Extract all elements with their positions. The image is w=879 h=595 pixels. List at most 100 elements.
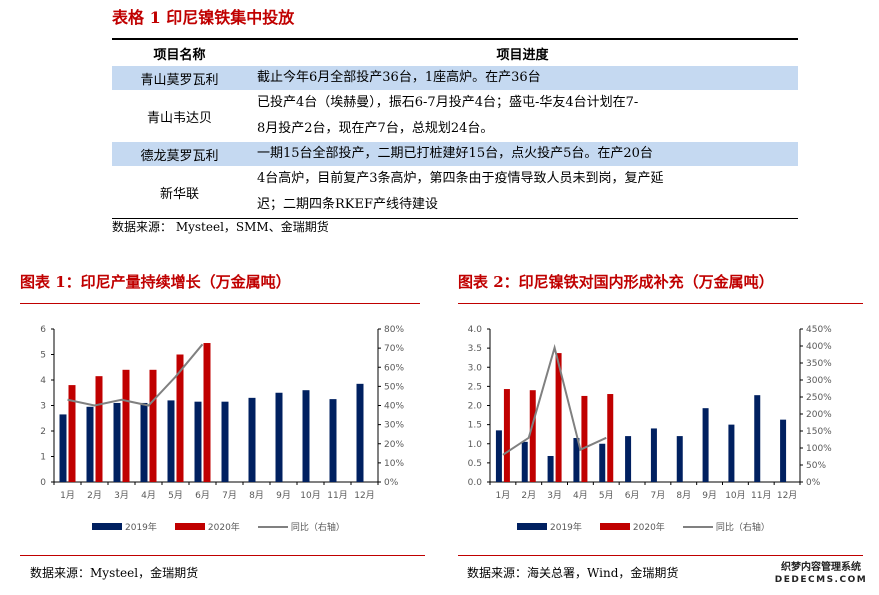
y-tick-label: 4.0 xyxy=(468,325,483,335)
bar xyxy=(122,369,130,482)
figure2-bottom-rule xyxy=(458,555,863,556)
bar xyxy=(599,443,606,482)
project-progress: 一期15台全部投产，二期已打桩建好15台，点火投产5台。在产20台 xyxy=(257,146,653,161)
legend-label: 2019年 xyxy=(550,523,582,533)
legend-label: 同比（右轴） xyxy=(290,523,345,533)
legend-line-gray xyxy=(682,525,713,528)
bar xyxy=(581,395,588,482)
y-tick-label: 1 xyxy=(40,453,46,463)
x-tick-label: 12月 xyxy=(354,490,374,501)
x-tick-label: 2月 xyxy=(521,490,536,501)
project-progress-line: 4台高炉，目前复产3条高炉，第四条由于疫情导致人员未到岗，复产延 xyxy=(257,171,664,186)
y-tick-label: 0.0 xyxy=(468,478,483,488)
y-tick-label: 1.0 xyxy=(468,440,483,450)
legend-item-2020: 2020年 xyxy=(599,520,665,533)
x-tick-label: 3月 xyxy=(547,490,562,501)
bar xyxy=(221,401,229,482)
watermark-logo: 织梦内容管理系统 DEDECMS.COM xyxy=(768,562,874,586)
bar xyxy=(529,390,536,482)
x-tick-label: 8月 xyxy=(249,490,264,501)
table-row: 青山韦达贝 已投产4台（埃赫曼），振石6-7月投产4台；盛屯-华友4台计划在7-… xyxy=(112,90,798,142)
bar xyxy=(329,399,337,482)
x-tick-label: 11月 xyxy=(751,490,771,501)
bar xyxy=(248,397,256,482)
bar xyxy=(113,402,121,482)
x-tick-label: 4月 xyxy=(141,490,156,501)
figure2-source-note: 数据来源：海关总署，Wind，金瑞期货 xyxy=(467,566,679,580)
x-tick-label: 10月 xyxy=(725,490,745,501)
bar xyxy=(503,389,510,482)
x-tick-label: 12月 xyxy=(777,490,797,501)
x-tick-label: 3月 xyxy=(114,490,129,501)
x-tick-label: 4月 xyxy=(573,490,588,501)
figure1-title-rule xyxy=(20,303,420,304)
project-name: 德龙莫罗瓦利 xyxy=(140,148,219,164)
bar xyxy=(625,436,632,482)
watermark-line2: DEDECMS.COM xyxy=(774,575,868,585)
y-tick-label: 5 xyxy=(40,351,46,361)
y2-tick-label: 30% xyxy=(384,421,404,431)
nickel-iron-projects-table: 项目名称 项目进度 青山莫罗瓦利 截止今年6月全部投产36台，1座高炉。在产36… xyxy=(112,38,798,219)
bar xyxy=(702,408,709,482)
watermark-line1: 织梦内容管理系统 xyxy=(781,562,861,573)
x-tick-label: 6月 xyxy=(195,490,210,501)
y2-tick-label: 0% xyxy=(806,478,821,488)
y-tick-label: 0.5 xyxy=(468,459,482,469)
bar xyxy=(555,353,562,482)
legend-swatch-navy xyxy=(92,523,122,530)
figure2-title: 图表 2：印尼镍铁对国内形成补充（万金属吨） xyxy=(458,273,774,291)
legend-line-gray xyxy=(257,525,288,528)
legend-label: 2020年 xyxy=(207,523,240,533)
table-header-row: 项目名称 项目进度 xyxy=(112,40,798,66)
bar xyxy=(547,455,554,482)
bar xyxy=(521,441,528,482)
legend-label: 2020年 xyxy=(632,523,665,533)
y-tick-label: 2 xyxy=(40,427,46,437)
x-tick-label: 9月 xyxy=(276,490,291,501)
bar xyxy=(59,414,67,482)
project-progress-line: 8月投产2台，现在产7台，总规划24台。 xyxy=(257,121,494,136)
y-tick-label: 6 xyxy=(40,325,46,335)
table-row: 德龙莫罗瓦利 一期15台全部投产，二期已打桩建好15台，点火投产5台。在产20台 xyxy=(112,142,798,166)
project-progress: 截止今年6月全部投产36台，1座高炉。在产36台 xyxy=(257,70,541,85)
legend-item-2019: 2019年 xyxy=(92,520,157,533)
project-progress-line: 迟；二期四条RKEF产线待建设 xyxy=(257,197,439,212)
y2-tick-label: 450% xyxy=(806,325,832,335)
y2-tick-label: 50% xyxy=(806,461,826,471)
bar xyxy=(194,401,202,482)
figure1-source-note: 数据来源：Mysteel，金瑞期货 xyxy=(30,566,199,580)
y-tick-label: 2.0 xyxy=(468,402,483,412)
y2-tick-label: 150% xyxy=(806,427,832,437)
legend-swatch-navy xyxy=(517,523,547,530)
table-bottom-rule xyxy=(112,218,798,219)
project-progress-line: 已投产4台（埃赫曼），振石6-7月投产4台；盛屯-华友4台计划在7- xyxy=(257,95,639,110)
x-tick-label: 6月 xyxy=(625,490,640,501)
x-tick-label: 11月 xyxy=(327,490,347,501)
figure1-title: 图表 1：印尼产量持续增长（万金属吨） xyxy=(20,273,291,291)
x-tick-label: 8月 xyxy=(676,490,691,501)
legend-label: 2019年 xyxy=(125,523,157,533)
bar xyxy=(167,400,175,482)
x-tick-label: 7月 xyxy=(651,490,666,501)
y2-tick-label: 80% xyxy=(384,325,404,335)
legend-label: 同比（右轴） xyxy=(715,523,770,533)
figure1-bottom-rule xyxy=(20,555,425,556)
y2-tick-label: 250% xyxy=(806,393,832,403)
yoy-line xyxy=(67,343,204,407)
table-source-note: 数据来源： Mysteel，SMM、金瑞期货 xyxy=(112,220,329,234)
project-name: 新华联 xyxy=(159,186,199,202)
legend-swatch-red xyxy=(174,523,205,530)
legend-item-yoy: 同比（右轴） xyxy=(682,520,770,533)
y-tick-label: 3 xyxy=(40,402,46,412)
figure1-legend: 2019年 2020年 同比（右轴） xyxy=(92,520,363,533)
y-tick-label: 3.5 xyxy=(468,344,482,354)
bar xyxy=(650,428,657,482)
table-title: 表格 1 印尼镍铁集中投放 xyxy=(112,8,295,27)
bar xyxy=(780,419,787,482)
y-tick-label: 0 xyxy=(40,478,46,488)
bar xyxy=(95,376,103,482)
y2-tick-label: 0% xyxy=(384,478,399,488)
x-tick-label: 1月 xyxy=(60,490,75,501)
yoy-line xyxy=(502,343,607,456)
bar xyxy=(495,430,502,482)
